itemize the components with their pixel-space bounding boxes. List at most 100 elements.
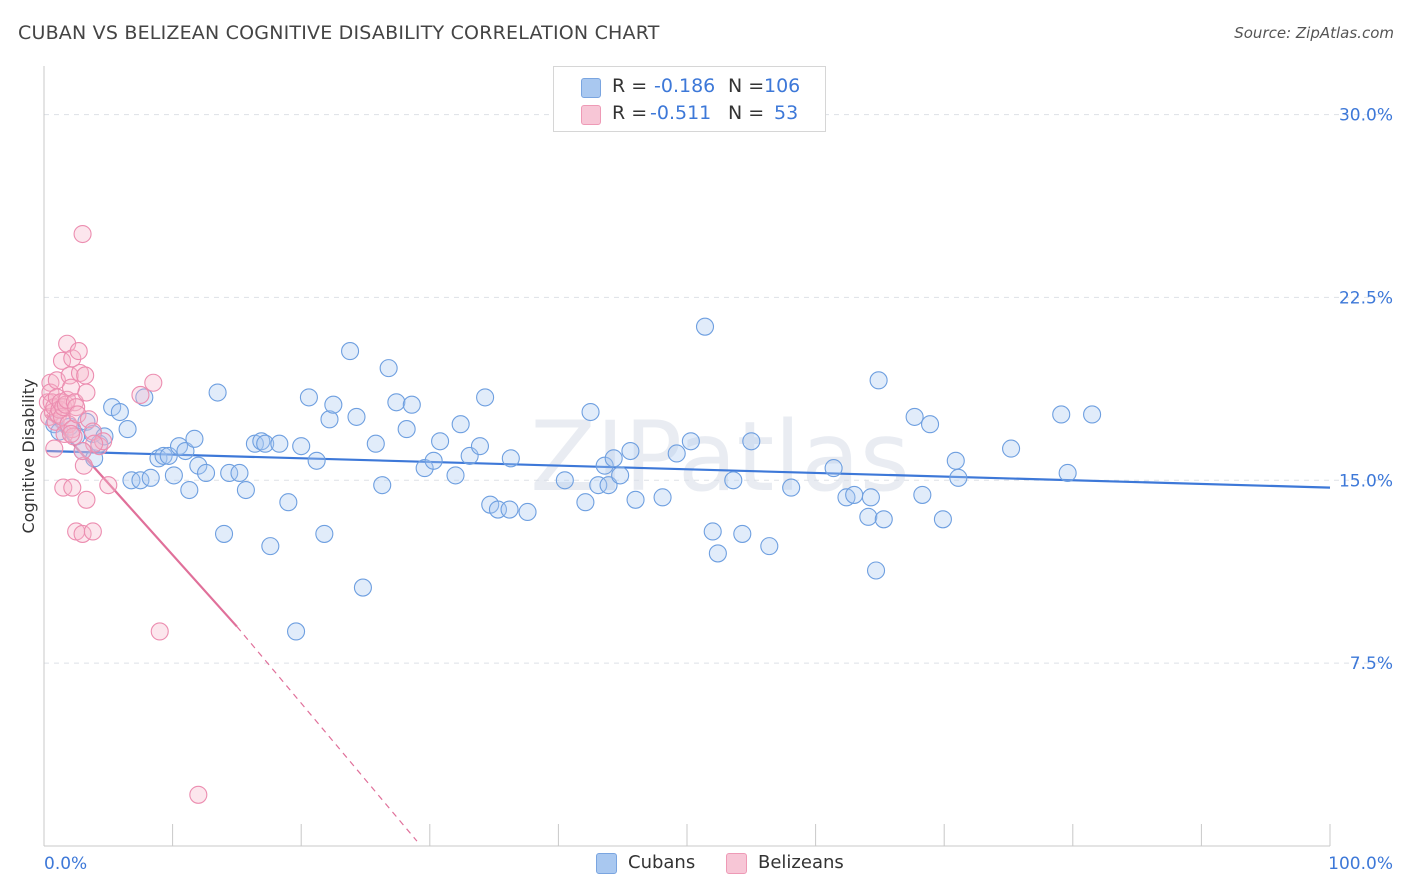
cuban-point [518, 502, 537, 522]
cuban-point [653, 488, 672, 507]
cuban-point [681, 432, 700, 451]
cuban-point [431, 432, 450, 451]
n-value: 106 [764, 75, 801, 97]
cuban-point [270, 434, 289, 453]
cuban-point [180, 480, 199, 500]
chart-title: CUBAN VS BELIZEAN COGNITIVE DISABILITY C… [18, 22, 660, 44]
y-tick-label: 15.0% [1339, 471, 1393, 491]
cuban-point [373, 476, 392, 495]
cuban-point [589, 476, 608, 495]
belizeans-swatch [726, 853, 747, 874]
cuban-point [921, 415, 940, 434]
cuban-point [118, 420, 137, 439]
cuban-point [866, 561, 886, 580]
cuban-point [261, 537, 280, 556]
cuban-point [933, 510, 952, 529]
belizean-point [79, 410, 99, 429]
cuban-point [446, 466, 465, 485]
belizean-point [150, 622, 169, 641]
r-label: R = [612, 75, 648, 97]
x-tick-label: 0.0% [44, 854, 87, 874]
cuban-point [476, 388, 495, 407]
cuban-point [1002, 439, 1021, 458]
y-tick-label: 7.5% [1350, 654, 1393, 674]
belizean-point [73, 441, 92, 461]
cuban-point [185, 429, 204, 448]
cuban-point [451, 415, 470, 434]
cuban-point [845, 485, 864, 504]
cuban-point [470, 437, 490, 456]
cuban-point [555, 471, 574, 490]
cuban-point [424, 451, 443, 470]
n-value: 53 [774, 102, 799, 124]
cuban-point [415, 459, 434, 478]
cuban-point [724, 471, 743, 490]
cuban-point [1083, 405, 1102, 424]
cuban-point [626, 490, 645, 509]
belizeans-points [38, 224, 208, 804]
cuban-point [874, 510, 893, 529]
belizean-point [131, 385, 150, 405]
cuban-point [230, 463, 249, 483]
legend-label: Belizeans [758, 852, 844, 873]
belizean-point [189, 785, 208, 804]
belizean-point [61, 424, 81, 444]
cuban-point [164, 466, 183, 485]
axes [43, 66, 1331, 847]
cuban-point [695, 317, 715, 336]
trend-lines [45, 413, 1331, 842]
cuban-point [611, 466, 630, 485]
cuban-point [861, 488, 880, 507]
cuban-point [581, 402, 600, 422]
cuban-point [946, 451, 965, 470]
cuban-point [387, 393, 406, 412]
belizean-point [69, 342, 88, 361]
cubans-swatch [581, 78, 601, 98]
cuban-point [236, 480, 255, 500]
cuban-point [742, 432, 761, 451]
belizean-point [64, 427, 83, 446]
cuban-point [287, 622, 306, 641]
source-label: Source: ZipAtlas.com [1234, 24, 1394, 42]
cuban-point [708, 544, 727, 563]
cuban-point [595, 456, 614, 475]
correlation-legend: R = -0.186 N = 106 R = -0.511 N = 53 [553, 66, 826, 132]
belizean-point [68, 405, 87, 424]
n-label: N = [728, 102, 765, 124]
cuban-point [500, 500, 519, 519]
belizeans-trend-extension [236, 626, 418, 842]
legend-row-cubans: R = -0.186 N = 106 [554, 73, 825, 101]
belizean-point [45, 439, 64, 458]
cuban-point [905, 407, 924, 426]
gridlines [44, 114, 1392, 664]
cuban-point [353, 578, 372, 597]
cuban-point [366, 434, 385, 453]
belizean-point [67, 398, 86, 417]
belizean-point [74, 456, 93, 475]
belizean-point [85, 434, 104, 453]
legend-label: Cubans [628, 852, 696, 873]
legend-row-belizeans: R = -0.511 N = 53 [554, 100, 825, 128]
belizean-point [77, 383, 96, 402]
cuban-point [604, 449, 623, 468]
cuban-point [621, 441, 640, 461]
belizean-point [99, 476, 118, 495]
x-tick-label: 100.0% [1328, 854, 1393, 874]
cuban-point [1058, 463, 1077, 483]
cuban-point [397, 420, 416, 439]
cuban-point [869, 371, 888, 390]
cuban-point [307, 451, 326, 470]
cubans-swatch [596, 853, 617, 874]
belizean-point [77, 490, 96, 509]
cubans-trend-line [46, 449, 1331, 489]
belizean-point [144, 373, 163, 392]
cuban-point [256, 434, 275, 453]
n-label: N = [728, 75, 765, 97]
r-label: R = [612, 102, 648, 124]
cuban-point [1052, 405, 1071, 424]
cuban-point [320, 410, 339, 429]
y-axis-label: Cognitive Disability [19, 379, 38, 534]
cuban-point [154, 446, 173, 465]
cuban-point [141, 468, 160, 487]
